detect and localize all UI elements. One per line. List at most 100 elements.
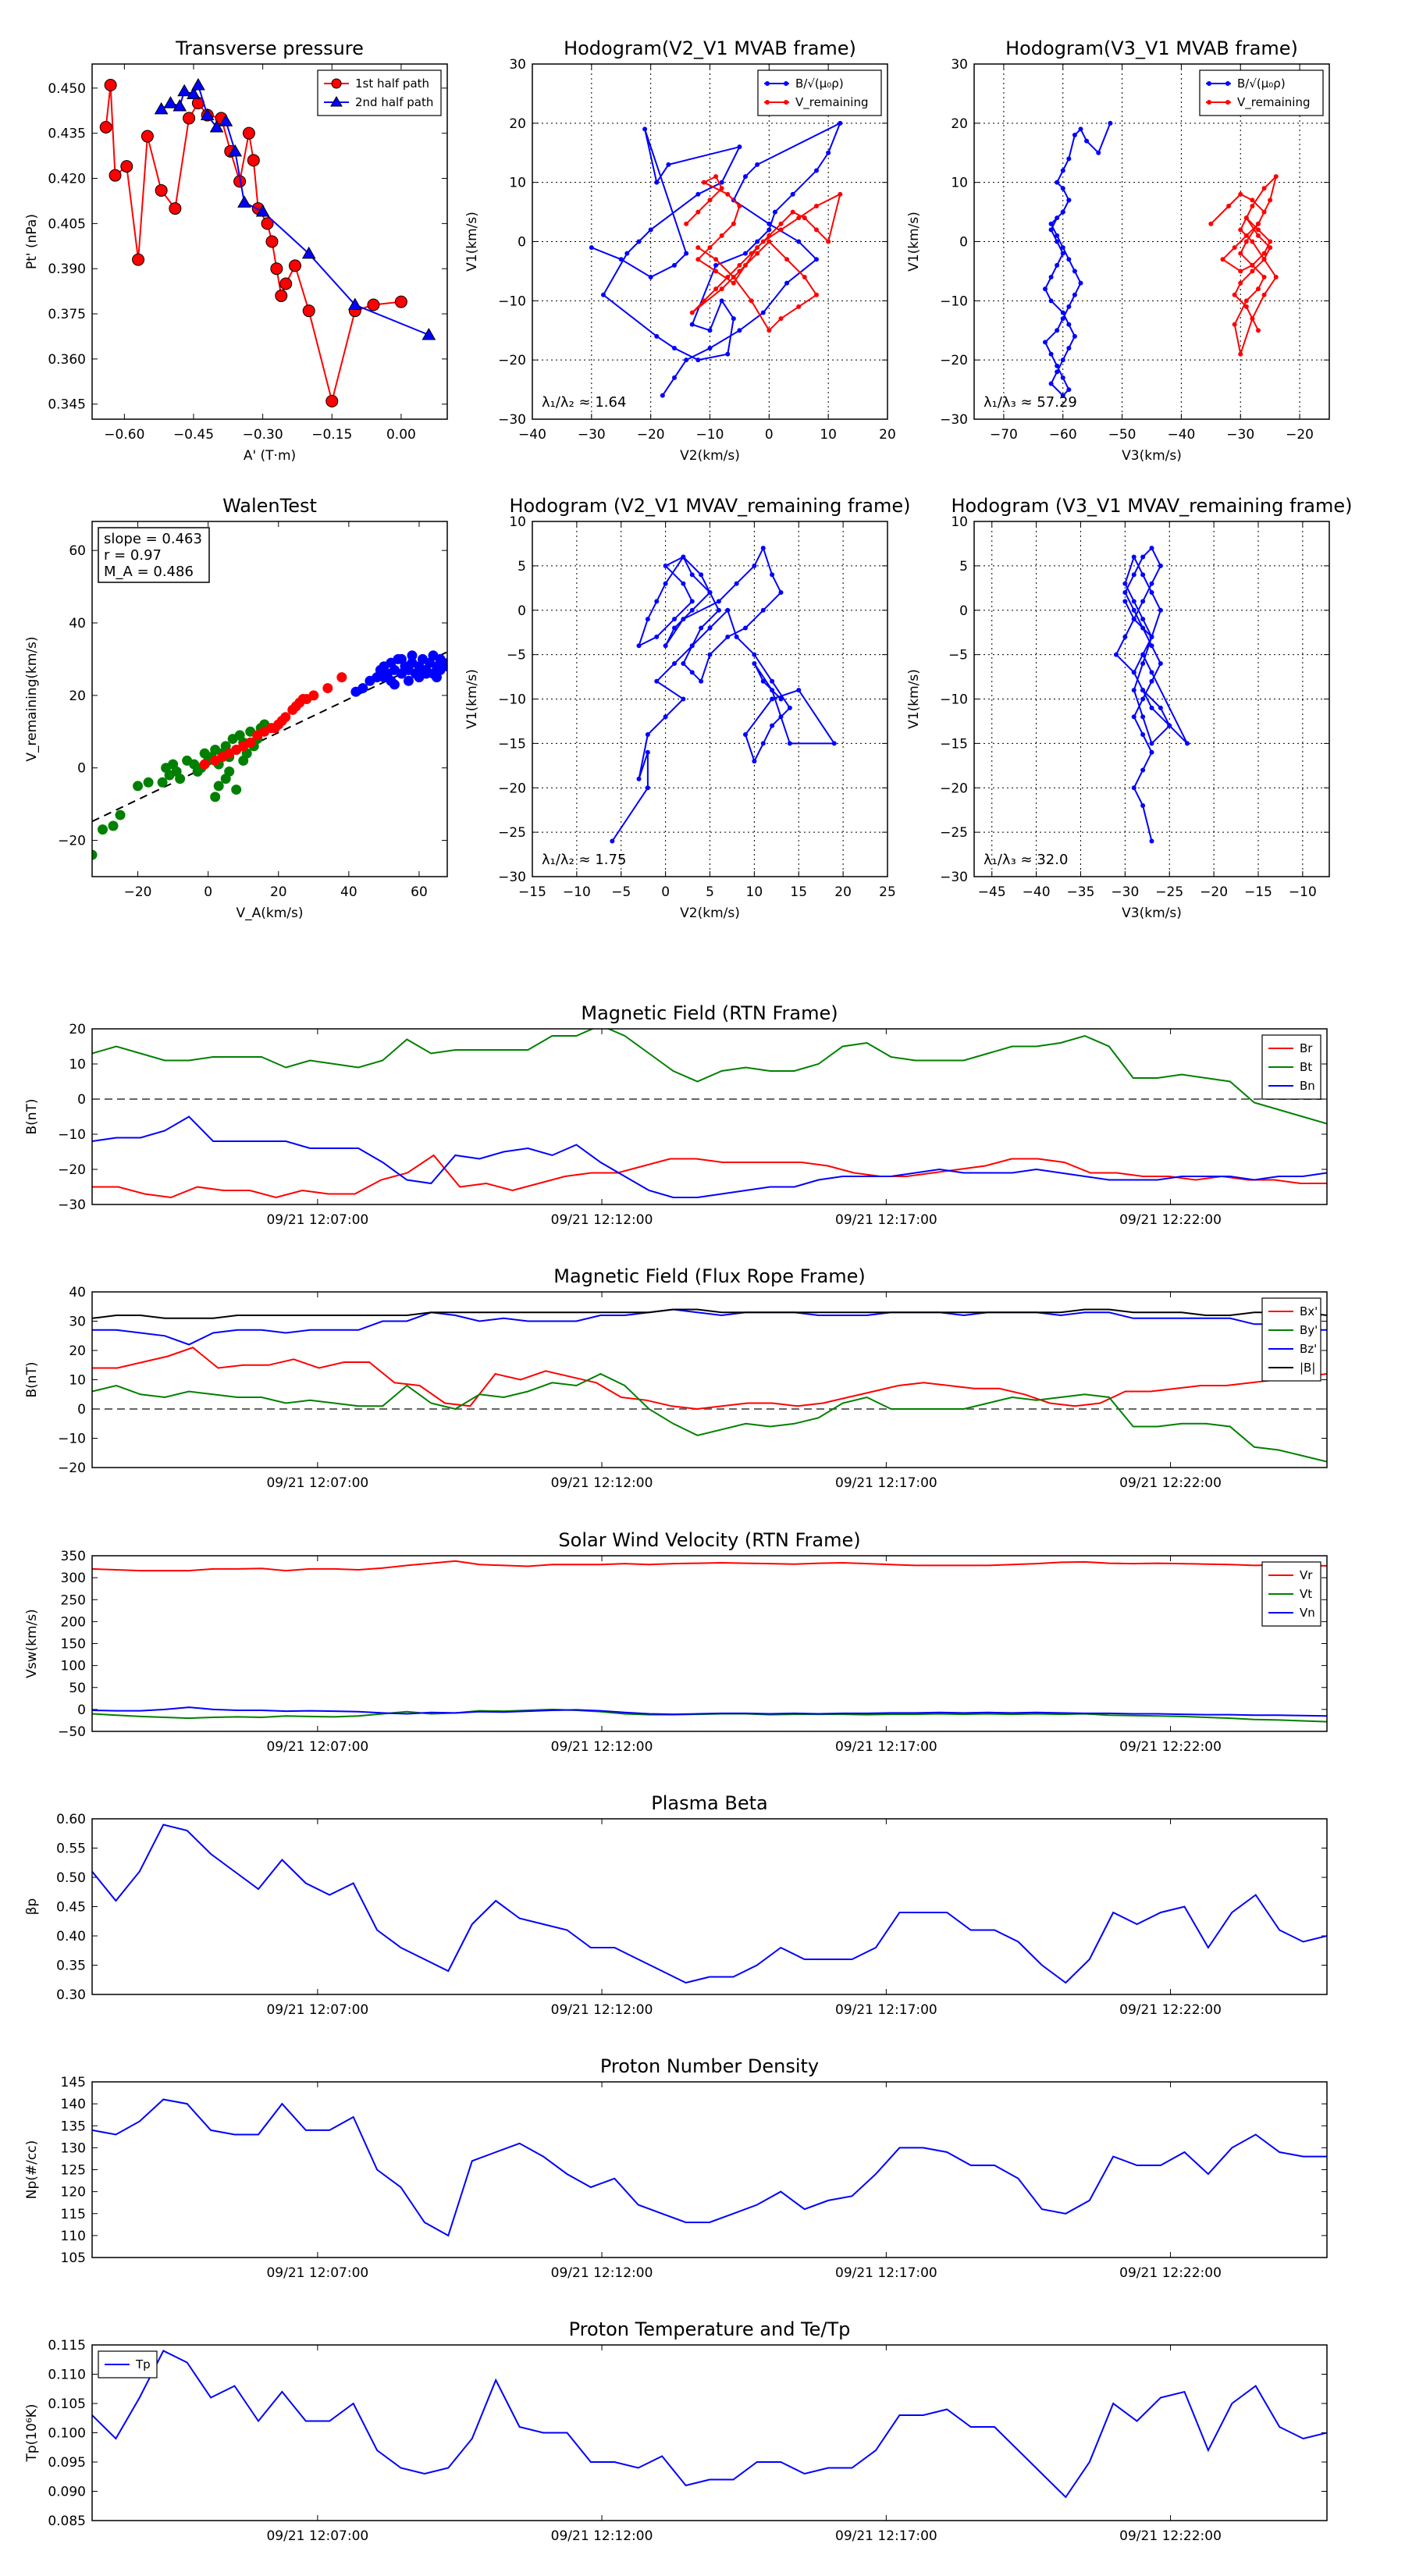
data-point (1238, 191, 1243, 197)
y-tick-label: 130 (61, 2140, 86, 2156)
y-tick-label: −20 (498, 353, 526, 368)
data-point (200, 108, 215, 121)
data-point (1060, 186, 1065, 191)
x-axis-label: V2(km/s) (680, 906, 740, 921)
data-point (731, 280, 736, 286)
data-point (1060, 251, 1065, 256)
x-tick-label: −5 (611, 884, 631, 900)
data-point (1122, 590, 1128, 595)
data-point (814, 257, 819, 262)
data-point (752, 759, 757, 764)
legend-marker (765, 100, 770, 105)
y-tick-label: 150 (61, 1637, 86, 1653)
plot-area (92, 650, 447, 860)
x-tick-label: −50 (1108, 427, 1136, 443)
data-point (654, 180, 660, 185)
data-point (154, 101, 169, 115)
data-point (1108, 120, 1113, 126)
x-tick-label: 60 (411, 884, 428, 900)
data-point (654, 333, 660, 339)
eigenvalue-annotation: λ₁/λ₂ ≈ 1.64 (542, 394, 626, 411)
chart-title: Magnetic Field (Flux Rope Frame) (553, 1265, 865, 1287)
y-tick-label: 0 (77, 1402, 86, 1418)
x-tick-label: 09/21 12:12:00 (551, 2265, 653, 2281)
y-tick-label: 5 (959, 559, 968, 575)
data-point (624, 251, 630, 256)
plot-area (610, 546, 837, 844)
y-tick-label: 0.105 (48, 2396, 86, 2412)
data-point (1232, 322, 1237, 327)
data-point (1140, 652, 1146, 657)
y-tick-label: −20 (58, 1461, 86, 1476)
data-point (120, 160, 133, 173)
y-tick-label: 140 (61, 2097, 86, 2112)
data-point (237, 195, 251, 208)
data-point (760, 741, 766, 746)
data-point (98, 824, 108, 835)
y-tick-label: 350 (61, 1549, 86, 1564)
y-tick-label: −10 (940, 692, 968, 708)
data-point (1158, 563, 1163, 568)
data-point (737, 204, 742, 208)
data-point (1140, 617, 1146, 622)
series-line--p (92, 1823, 1327, 1984)
legend-label: Vr (1300, 1568, 1313, 1582)
data-point (99, 120, 112, 133)
data-point (1066, 346, 1072, 350)
data-point (731, 316, 736, 322)
x-tick-label: −20 (1286, 427, 1314, 443)
data-point (177, 84, 192, 97)
data-point (1149, 590, 1154, 595)
data-point (663, 581, 668, 586)
y-tick-label: 10 (509, 514, 526, 530)
eigenvalue-annotation: λ₁/λ₃ ≈ 57.29 (984, 394, 1077, 411)
data-point (737, 328, 742, 333)
data-point (796, 215, 802, 221)
data-point (737, 262, 742, 268)
x-tick-label: 09/21 12:12:00 (551, 2002, 653, 2018)
chart-h3: Hodogram (V2_V1 MVAV_remaining frame) −15… (464, 495, 911, 921)
data-point (290, 701, 301, 712)
chart-title: Hodogram(V2_V1 MVAB frame) (564, 37, 856, 59)
data-point (760, 678, 766, 684)
data-point (707, 245, 713, 251)
y-tick-label: −5 (948, 648, 968, 664)
data-point (1055, 239, 1060, 244)
x-tick-label: 20 (879, 427, 896, 443)
y-tick-label: −50 (58, 1724, 86, 1740)
data-point (1149, 643, 1154, 649)
legend-box (317, 69, 442, 116)
data-point (695, 191, 701, 197)
data-point (755, 245, 760, 251)
x-tick-label: 09/21 12:07:00 (266, 2002, 368, 2018)
legend-label: V_remaining (1237, 95, 1311, 110)
data-point (407, 650, 418, 661)
y-tick-label: −10 (498, 294, 526, 309)
data-point (666, 162, 671, 167)
data-point (143, 777, 154, 788)
data-point (157, 777, 168, 788)
data-point (767, 233, 772, 238)
y-tick-label: −30 (58, 1197, 86, 1213)
data-point (1055, 363, 1060, 368)
data-point (689, 572, 695, 578)
y-tick-label: −10 (58, 1127, 86, 1143)
data-point (1149, 741, 1154, 746)
y-axis-label: βp (24, 1898, 40, 1916)
data-point (778, 714, 784, 720)
data-point (725, 607, 731, 613)
y-tick-label: 50 (69, 1681, 86, 1696)
data-point (1149, 546, 1154, 551)
eigenvalue-annotation: λ₁/λ₂ ≈ 1.75 (542, 852, 626, 868)
data-point (1078, 280, 1083, 286)
data-point (270, 262, 283, 276)
x-tick-label: 20 (834, 884, 852, 900)
chart-h4: Hodogram (V3_V1 MVAV_remaining frame) −45… (906, 495, 1353, 921)
data-point (755, 239, 760, 244)
axes-frame (91, 1028, 1328, 1205)
data-point (1131, 670, 1136, 675)
chart-title: Hodogram (V2_V1 MVAV_remaining frame) (509, 495, 910, 517)
x-tick-label: −30 (578, 427, 606, 443)
x-tick-label: −15 (518, 884, 546, 900)
legend-box (1261, 1561, 1321, 1627)
